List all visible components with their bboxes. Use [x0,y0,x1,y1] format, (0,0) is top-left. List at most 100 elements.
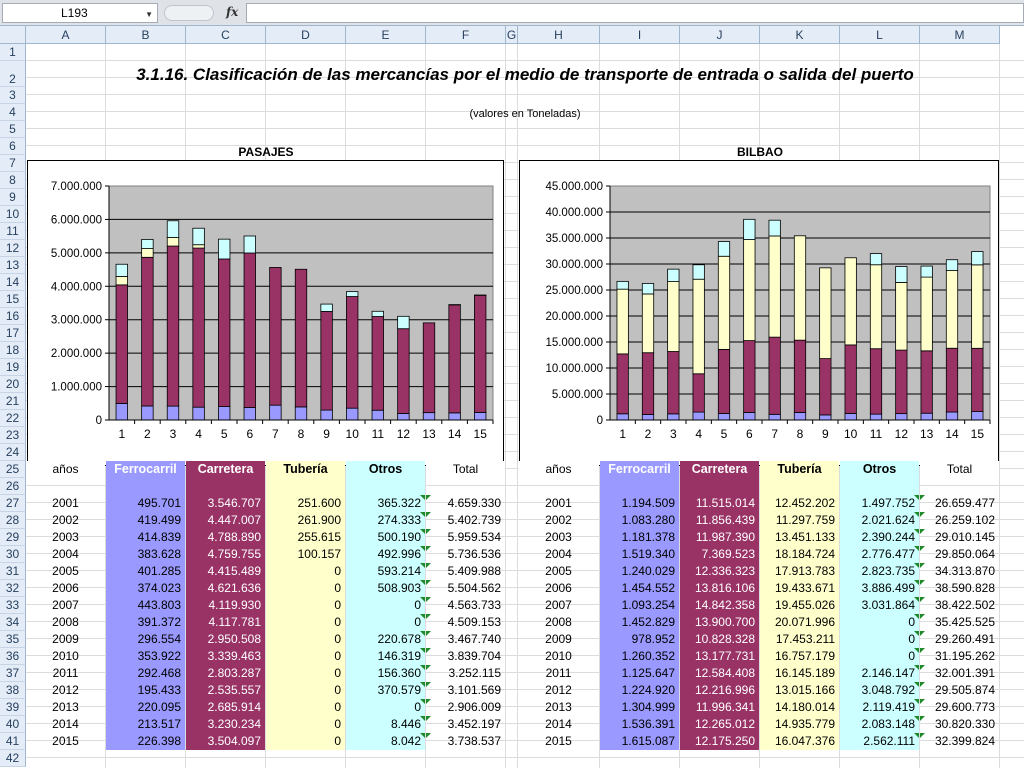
table-cell[interactable]: 0 [266,614,345,631]
row-header-41[interactable]: 41 [0,733,26,750]
row-header-19[interactable]: 19 [0,359,26,376]
year-cell[interactable]: 2003 [545,530,572,544]
row-header-37[interactable]: 37 [0,665,26,682]
table-cell[interactable]: 3.252.115 [426,665,505,682]
table-cell[interactable]: 3.886.499 [840,580,919,597]
table-cell[interactable]: 3.230.234 [186,716,265,733]
chart-bilbao[interactable]: 0 5.000.000 10.000.000 15.000.000 20.000.000… [519,160,999,466]
table-cell[interactable]: 29.850.064 [920,546,999,563]
table-cell[interactable]: 8.446 [346,716,425,733]
year-cell[interactable]: 2004 [545,547,572,561]
table-cell[interactable]: 3.839.704 [426,648,505,665]
table-cell[interactable]: 2.906.009 [426,699,505,716]
row-header-1[interactable]: 1 [0,44,26,61]
row-header-39[interactable]: 39 [0,699,26,716]
table-cell[interactable]: 1.224.920 [600,682,679,699]
year-cell[interactable]: 2001 [545,496,572,510]
row-header-15[interactable]: 15 [0,291,26,308]
table-cell[interactable]: 11.996.341 [680,699,759,716]
row-header-9[interactable]: 9 [0,189,26,206]
table-cell[interactable]: 1.240.029 [600,563,679,580]
table-cell[interactable]: 195.433 [106,682,185,699]
table-cell[interactable]: 1.497.752 [840,495,919,512]
table-cell[interactable]: 19.433.671 [760,580,839,597]
row-header-31[interactable]: 31 [0,563,26,580]
table-cell[interactable]: 32.399.824 [920,733,999,750]
table-cell[interactable]: 29.010.145 [920,529,999,546]
table-cell[interactable]: 508.903 [346,580,425,597]
table-cell[interactable]: 593.214 [346,563,425,580]
table-cell[interactable]: 14.935.779 [760,716,839,733]
table-cell[interactable]: 11.297.759 [760,512,839,529]
table-header-cell[interactable]: años [26,461,105,478]
table-cell[interactable] [600,478,679,495]
row-header-3[interactable]: 3 [0,87,26,104]
column-header-h[interactable]: H [518,26,600,44]
formula-input[interactable] [246,3,1024,23]
table-header-cell[interactable]: Total [426,461,505,478]
year-cell[interactable]: 2015 [545,734,572,748]
table-cell[interactable]: 4.788.890 [186,529,265,546]
table-cell[interactable]: 0 [266,716,345,733]
row-header-35[interactable]: 35 [0,631,26,648]
table-cell[interactable]: 0 [840,648,919,665]
year-cell[interactable]: 2007 [52,598,79,612]
table-cell[interactable]: 100.157 [266,546,345,563]
year-cell[interactable]: 2011 [545,666,572,680]
table-cell[interactable]: 1.083.280 [600,512,679,529]
table-cell[interactable]: 1.615.087 [600,733,679,750]
table-cell[interactable] [680,478,759,495]
table-cell[interactable]: 220.678 [346,631,425,648]
table-cell[interactable]: 3.504.097 [186,733,265,750]
row-header-28[interactable]: 28 [0,512,26,529]
table-cell[interactable]: 4.759.755 [186,546,265,563]
table-cell[interactable]: 16.145.189 [760,665,839,682]
column-header-i[interactable]: I [600,26,680,44]
column-header-c[interactable]: C [186,26,266,44]
year-cell[interactable]: 2005 [545,564,572,578]
table-cell[interactable]: 414.839 [106,529,185,546]
table-cell[interactable]: 29.600.773 [920,699,999,716]
table-cell[interactable]: 1.093.254 [600,597,679,614]
row-header-25[interactable]: 25 [0,461,26,478]
table-cell[interactable]: 220.095 [106,699,185,716]
table-cell[interactable]: 419.499 [106,512,185,529]
table-cell[interactable]: 0 [346,597,425,614]
year-cell[interactable]: 2002 [545,513,572,527]
table-cell[interactable]: 1.125.647 [600,665,679,682]
column-header-e[interactable]: E [346,26,426,44]
table-cell[interactable]: 3.339.463 [186,648,265,665]
table-cell[interactable] [186,478,265,495]
table-cell[interactable]: 261.900 [266,512,345,529]
table-cell[interactable]: 4.415.489 [186,563,265,580]
table-cell[interactable]: 12.216.996 [680,682,759,699]
table-cell[interactable]: 11.515.014 [680,495,759,512]
row-header-21[interactable]: 21 [0,393,26,410]
table-cell[interactable]: 2.119.419 [840,699,919,716]
table-cell[interactable]: 1.194.509 [600,495,679,512]
table-cell[interactable]: 5.736.536 [426,546,505,563]
table-cell[interactable]: 0 [266,648,345,665]
chart-pasajes[interactable]: 0 1.000.000 2.000.000 3.000.000 4.000.000 5.0… [27,160,504,466]
table-cell[interactable]: 19.455.026 [760,597,839,614]
table-cell[interactable]: 374.023 [106,580,185,597]
table-cell[interactable]: 12.336.323 [680,563,759,580]
table-cell[interactable]: 353.922 [106,648,185,665]
table-cell[interactable]: 978.952 [600,631,679,648]
row-header-38[interactable]: 38 [0,682,26,699]
table-cell[interactable]: 1.536.391 [600,716,679,733]
year-cell[interactable]: 2014 [545,717,572,731]
table-cell[interactable]: 4.659.330 [426,495,505,512]
year-cell[interactable]: 2003 [52,530,79,544]
row-header-42[interactable]: 42 [0,750,26,767]
table-cell[interactable]: 2.950.508 [186,631,265,648]
table-cell[interactable]: 38.590.828 [920,580,999,597]
table-cell[interactable]: 2.083.148 [840,716,919,733]
table-cell[interactable]: 13.451.133 [760,529,839,546]
row-header-29[interactable]: 29 [0,529,26,546]
table-cell[interactable]: 365.322 [346,495,425,512]
table-cell[interactable] [266,478,345,495]
row-header-10[interactable]: 10 [0,206,26,223]
table-cell[interactable]: 0 [840,614,919,631]
table-cell[interactable]: 12.584.408 [680,665,759,682]
